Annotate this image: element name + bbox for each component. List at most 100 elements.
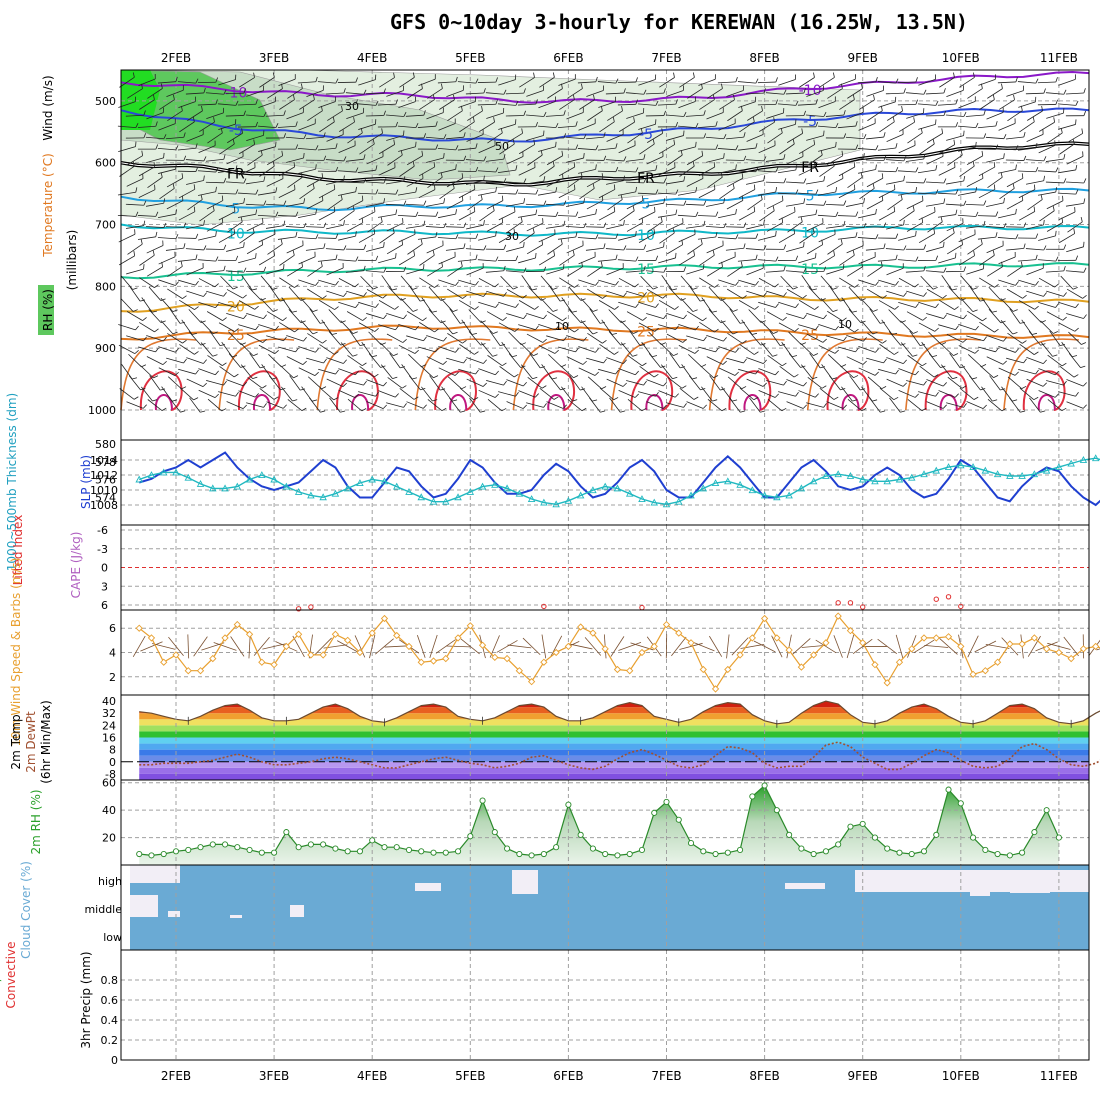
thickness-point <box>576 491 585 499</box>
wind-barb-flag <box>543 266 547 272</box>
wind-barb <box>1007 332 1023 344</box>
wind-barb-flag <box>492 205 495 211</box>
wind-barb-flag <box>672 228 675 234</box>
wind-barb <box>645 92 664 95</box>
wind-barb-flag <box>692 287 698 290</box>
wind-barb <box>926 313 944 319</box>
wind-barb <box>419 99 435 110</box>
wind10m-barb <box>974 640 997 653</box>
wind-barb-flag <box>955 99 958 105</box>
thickness-point <box>699 484 708 492</box>
wind-barb <box>420 365 434 379</box>
wind-barb-flag <box>743 222 747 228</box>
wind-barb <box>566 245 584 254</box>
wind-barb-flag <box>301 261 303 267</box>
wind-barb <box>525 180 544 185</box>
wind-barb-flag <box>540 150 543 156</box>
wind-barb-flag <box>455 234 459 239</box>
2m-rh-point <box>602 850 609 858</box>
wind-barb-flag <box>595 348 599 353</box>
wind-barb <box>257 191 276 196</box>
wind-barb <box>305 136 324 140</box>
wind-barb <box>969 286 981 302</box>
wind-barb-flag <box>1061 407 1067 412</box>
wind-barb-flag <box>755 369 759 375</box>
wind10m-barb <box>336 640 359 653</box>
thickness-point <box>1067 459 1075 467</box>
wind-barb <box>266 401 284 409</box>
wind-barb-flag <box>635 99 638 105</box>
wind-barb-flag <box>132 161 135 167</box>
wind-barb <box>487 355 503 367</box>
wind-barb <box>841 297 853 313</box>
thickness-point <box>331 489 340 497</box>
wind10m-barb <box>429 634 438 658</box>
wind-barb <box>946 90 964 97</box>
wind-barb <box>698 166 715 177</box>
wind-barb <box>419 277 435 288</box>
wind-barb-flag <box>814 306 819 310</box>
wind-barb <box>127 243 143 255</box>
thickness-point <box>368 475 376 483</box>
cloud-clear-patch <box>1010 875 1050 893</box>
wind-barb-flag <box>675 189 679 195</box>
wind-barb <box>837 236 856 240</box>
wind-barb-flag <box>454 371 459 376</box>
wind-barb-flag <box>923 89 927 95</box>
wind-barb <box>738 300 755 310</box>
wind-barb <box>586 90 604 97</box>
wind-barb <box>317 237 336 239</box>
wind-barb <box>860 298 874 312</box>
wind-barb-flag <box>822 338 827 343</box>
wind-barb-flag <box>1054 370 1059 376</box>
wind-barb-flag <box>895 78 899 84</box>
wind-barb <box>966 178 984 187</box>
wind-barb <box>829 286 841 302</box>
2m-dewpoint-line <box>139 741 1100 771</box>
wind-barb <box>449 308 461 324</box>
wind-barb-flag <box>163 134 167 139</box>
wind-barb-flag <box>1035 281 1039 286</box>
wind-barb-flag <box>383 267 387 273</box>
wind-barb-flag <box>251 288 258 291</box>
wind-barb-flag <box>840 239 843 245</box>
wind-barb-flag <box>1035 143 1038 149</box>
wind-barb-flag <box>655 391 659 397</box>
wind-barb-flag <box>383 242 385 248</box>
wind-barb <box>999 188 1015 200</box>
wind-barb <box>241 275 253 291</box>
wind-barb-flag <box>495 99 498 105</box>
temperature-color-band <box>139 767 1089 774</box>
wind-barb-flag <box>1020 261 1023 267</box>
wind-barb <box>386 402 404 408</box>
ylabel-thickness-text: 1000~500mb Thickness (dm) <box>5 393 19 571</box>
date-label-bottom: 10FEB <box>942 1069 980 1083</box>
wind-barb-flag <box>535 209 538 215</box>
wind10m-point <box>773 634 781 642</box>
wind-barb-flag <box>662 404 667 409</box>
wind-barb <box>458 279 476 286</box>
ylabel-cloud-cover-text: Cloud Cover (%) <box>19 861 33 959</box>
wind-barb <box>948 286 962 301</box>
wind-barb-flag <box>382 404 387 409</box>
wind-barb <box>538 101 556 109</box>
thickness-point <box>687 491 695 499</box>
date-label-bottom: 6FEB <box>553 1069 583 1083</box>
wind-barb-flag <box>655 303 659 308</box>
wind-barb-flag <box>803 241 805 247</box>
wind-barb-flag <box>252 228 255 234</box>
wind-barb <box>186 134 204 142</box>
wind-barb <box>985 136 1004 140</box>
wind-barb <box>729 308 741 324</box>
wind-barb-flag <box>892 116 895 122</box>
wind-barb <box>1025 159 1044 162</box>
wind-barb <box>1019 343 1035 355</box>
wind-barb-flag <box>563 200 567 206</box>
wind10m-point <box>1067 654 1075 663</box>
wind-barb <box>1017 259 1036 262</box>
thickness-point <box>969 463 977 471</box>
wind-barb-flag <box>392 228 395 234</box>
wind-barb-flag <box>795 165 798 171</box>
wind-barb-flag <box>1075 100 1079 106</box>
wind10m-point <box>675 629 683 637</box>
